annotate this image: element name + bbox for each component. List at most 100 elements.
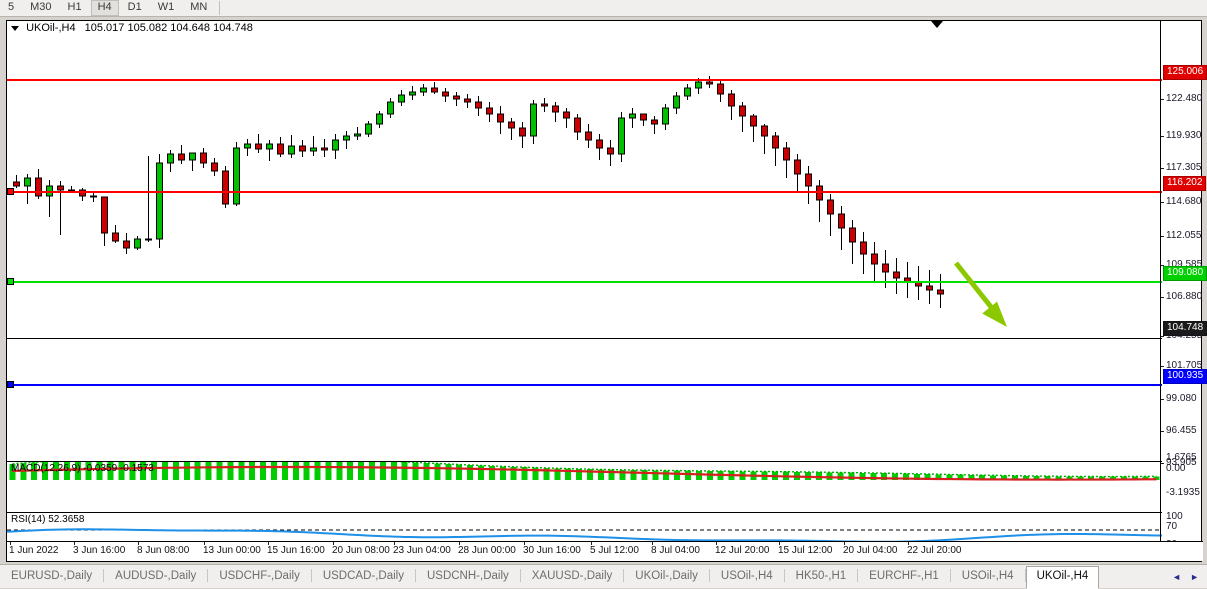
timeframe-button-mn[interactable]: MN (190, 1, 208, 13)
tab-separator (623, 569, 625, 582)
time-scale[interactable]: 1 Jun 2022 3 Jun 16:00 8 Jun 08:00 13 Jun 0… (7, 541, 1203, 561)
time-tick (716, 542, 717, 545)
price-tick (1161, 202, 1164, 203)
time-tick (908, 542, 909, 545)
price-axis-label: 99.080 (1166, 393, 1197, 404)
price-axis-label: 114.680 (1166, 196, 1202, 207)
chart-menu-triangle-icon[interactable] (11, 25, 19, 31)
tab-separator (310, 569, 312, 582)
time-axis-label: 12 Jul 20:00 (715, 545, 770, 556)
time-tick (268, 542, 269, 545)
time-axis-label: 23 Jun 04:00 (393, 545, 451, 556)
price-tick (1161, 399, 1164, 400)
chart-tab-usoil-h4[interactable]: USOil-,H4 (720, 570, 773, 582)
price-axis-label: 106.880 (1166, 291, 1203, 302)
down-arrow-annotation[interactable] (7, 21, 1203, 563)
tab-separator (949, 569, 951, 582)
time-axis-label: 3 Jun 16:00 (73, 545, 126, 556)
chart-symbol-label: UKOil-,H4 (26, 22, 76, 34)
price-tick (1161, 463, 1164, 464)
level-handle-support-109[interactable] (7, 278, 14, 285)
chart-tab-eurchf-h1[interactable]: EURCHF-,H1 (869, 570, 939, 582)
price-axis-label: 96.455 (1166, 425, 1197, 436)
tab-separator (103, 569, 105, 582)
chart-tab-usdchf-daily[interactable]: USDCHF-,Daily (219, 570, 300, 582)
candlestick-series (12, 76, 945, 308)
macd-axis-label: 0.00 (1166, 463, 1186, 474)
tab-nav-next-icon[interactable]: ► (1190, 572, 1199, 582)
level-handle-resistance-116[interactable] (7, 188, 14, 195)
level-line-resistance-125[interactable] (7, 79, 1162, 81)
price-axis-label: 101.705 (1166, 360, 1203, 371)
chart-ohlc-quote: 105.017 105.082 104.648 104.748 (84, 22, 253, 34)
timeframe-button-w1[interactable]: W1 (157, 1, 175, 13)
timeframe-button-h4[interactable]: H4 (90, 0, 119, 16)
chart-shift-marker-icon[interactable] (931, 21, 943, 28)
price-tick (1161, 265, 1164, 266)
price-tick (1161, 366, 1164, 367)
macd-axis-label: 1.6765 (1166, 452, 1197, 463)
time-tick (204, 542, 205, 545)
macd-series (9, 462, 1160, 481)
time-axis-label: 28 Jun 00:00 (458, 545, 516, 556)
price-tick (1161, 168, 1164, 169)
macd-pane[interactable]: MACD(12,26,9) -0.0359 -0.1573 (7, 461, 1162, 511)
level-line-support-109[interactable] (7, 281, 1162, 283)
chart-tab-usdcnh-daily[interactable]: USDCNH-,Daily (426, 570, 509, 582)
price-tick (1161, 236, 1164, 237)
timeframe-toolbar: 5 M30 H1 H4 D1 W1 MN (0, 0, 1207, 17)
time-axis-label: 15 Jun 16:00 (267, 545, 325, 556)
time-axis-label: 20 Jul 04:00 (843, 545, 898, 556)
price-tick (1161, 297, 1164, 298)
price-axis-label: 116.202 (1163, 176, 1207, 191)
time-tick (138, 542, 139, 545)
level-line-current-price[interactable] (7, 338, 1162, 339)
chart-tab-usdcad-daily[interactable]: USDCAD-,Daily (322, 570, 404, 582)
price-axis-label: 112.055 (1166, 230, 1202, 241)
time-axis-label: 1 Jun 2022 (9, 545, 59, 556)
tab-nav: ◄ ► (1164, 572, 1207, 588)
time-axis-label: 20 Jun 08:00 (332, 545, 390, 556)
level-line-support-100[interactable] (7, 384, 1162, 386)
chart-tab-usoil-h4[interactable]: USOil-,H4 (961, 570, 1014, 582)
time-axis-label: 13 Jun 00:00 (203, 545, 261, 556)
price-tick (1161, 136, 1164, 137)
timeframe-button-d1[interactable]: D1 (127, 1, 142, 13)
price-axis-label: 109.585 (1166, 259, 1203, 270)
time-tick (394, 542, 395, 545)
chart-tab-xauusd-daily[interactable]: XAUUSD-,Daily (531, 570, 613, 582)
macd-axis-label: -3.1935 (1166, 487, 1200, 498)
price-axis-label: 100.935 (1163, 369, 1207, 384)
time-axis-label: 15 Jul 12:00 (778, 545, 833, 556)
level-line-resistance-116[interactable] (7, 191, 1162, 193)
tab-nav-prev-icon[interactable]: ◄ (1172, 572, 1182, 582)
level-handle-support-100[interactable] (7, 381, 14, 388)
price-scale[interactable]: 125.006 122.480 119.930 117.305 116.202 114.6… (1160, 21, 1207, 561)
timeframe-button-5[interactable]: 5 (8, 1, 15, 13)
price-axis-label: 125.006 (1163, 65, 1207, 80)
tab-separator (414, 569, 416, 582)
chart-tab-audusd-daily[interactable]: AUDUSD-,Daily (115, 570, 197, 582)
timeframe-button-h1[interactable]: H1 (67, 1, 82, 13)
time-axis-label: 8 Jun 08:00 (137, 545, 190, 556)
time-tick (524, 542, 525, 545)
price-pane[interactable] (7, 36, 1162, 454)
time-tick (74, 542, 75, 545)
time-tick (652, 542, 653, 545)
rsi-axis-label: 70 (1166, 521, 1178, 532)
time-tick (333, 542, 334, 545)
chart-titlebar: UKOil-,H4 105.017 105.082 104.648 104.74… (7, 21, 1201, 36)
price-tick (1161, 431, 1164, 432)
chart-tab-eurusd-daily[interactable]: EURUSD-,Daily (11, 570, 93, 582)
tab-separator (1024, 569, 1026, 582)
price-axis-label: 117.305 (1166, 162, 1202, 173)
chart-tab-hk50-h1[interactable]: HK50-,H1 (795, 570, 847, 582)
chart-tab-ukoil-daily[interactable]: UKOil-,Daily (635, 570, 698, 582)
toolbar-separator (219, 1, 221, 15)
chart-canvas[interactable]: UKOil-,H4 105.017 105.082 104.648 104.74… (6, 20, 1207, 563)
time-tick (10, 542, 11, 545)
timeframe-button-m30[interactable]: M30 (30, 1, 52, 13)
chart-tab-ukoil-h4[interactable]: UKOil-,H4 (1025, 566, 1100, 589)
price-axis-label: 93.905 (1166, 457, 1197, 468)
rsi-axis-label: 100 (1166, 511, 1183, 522)
